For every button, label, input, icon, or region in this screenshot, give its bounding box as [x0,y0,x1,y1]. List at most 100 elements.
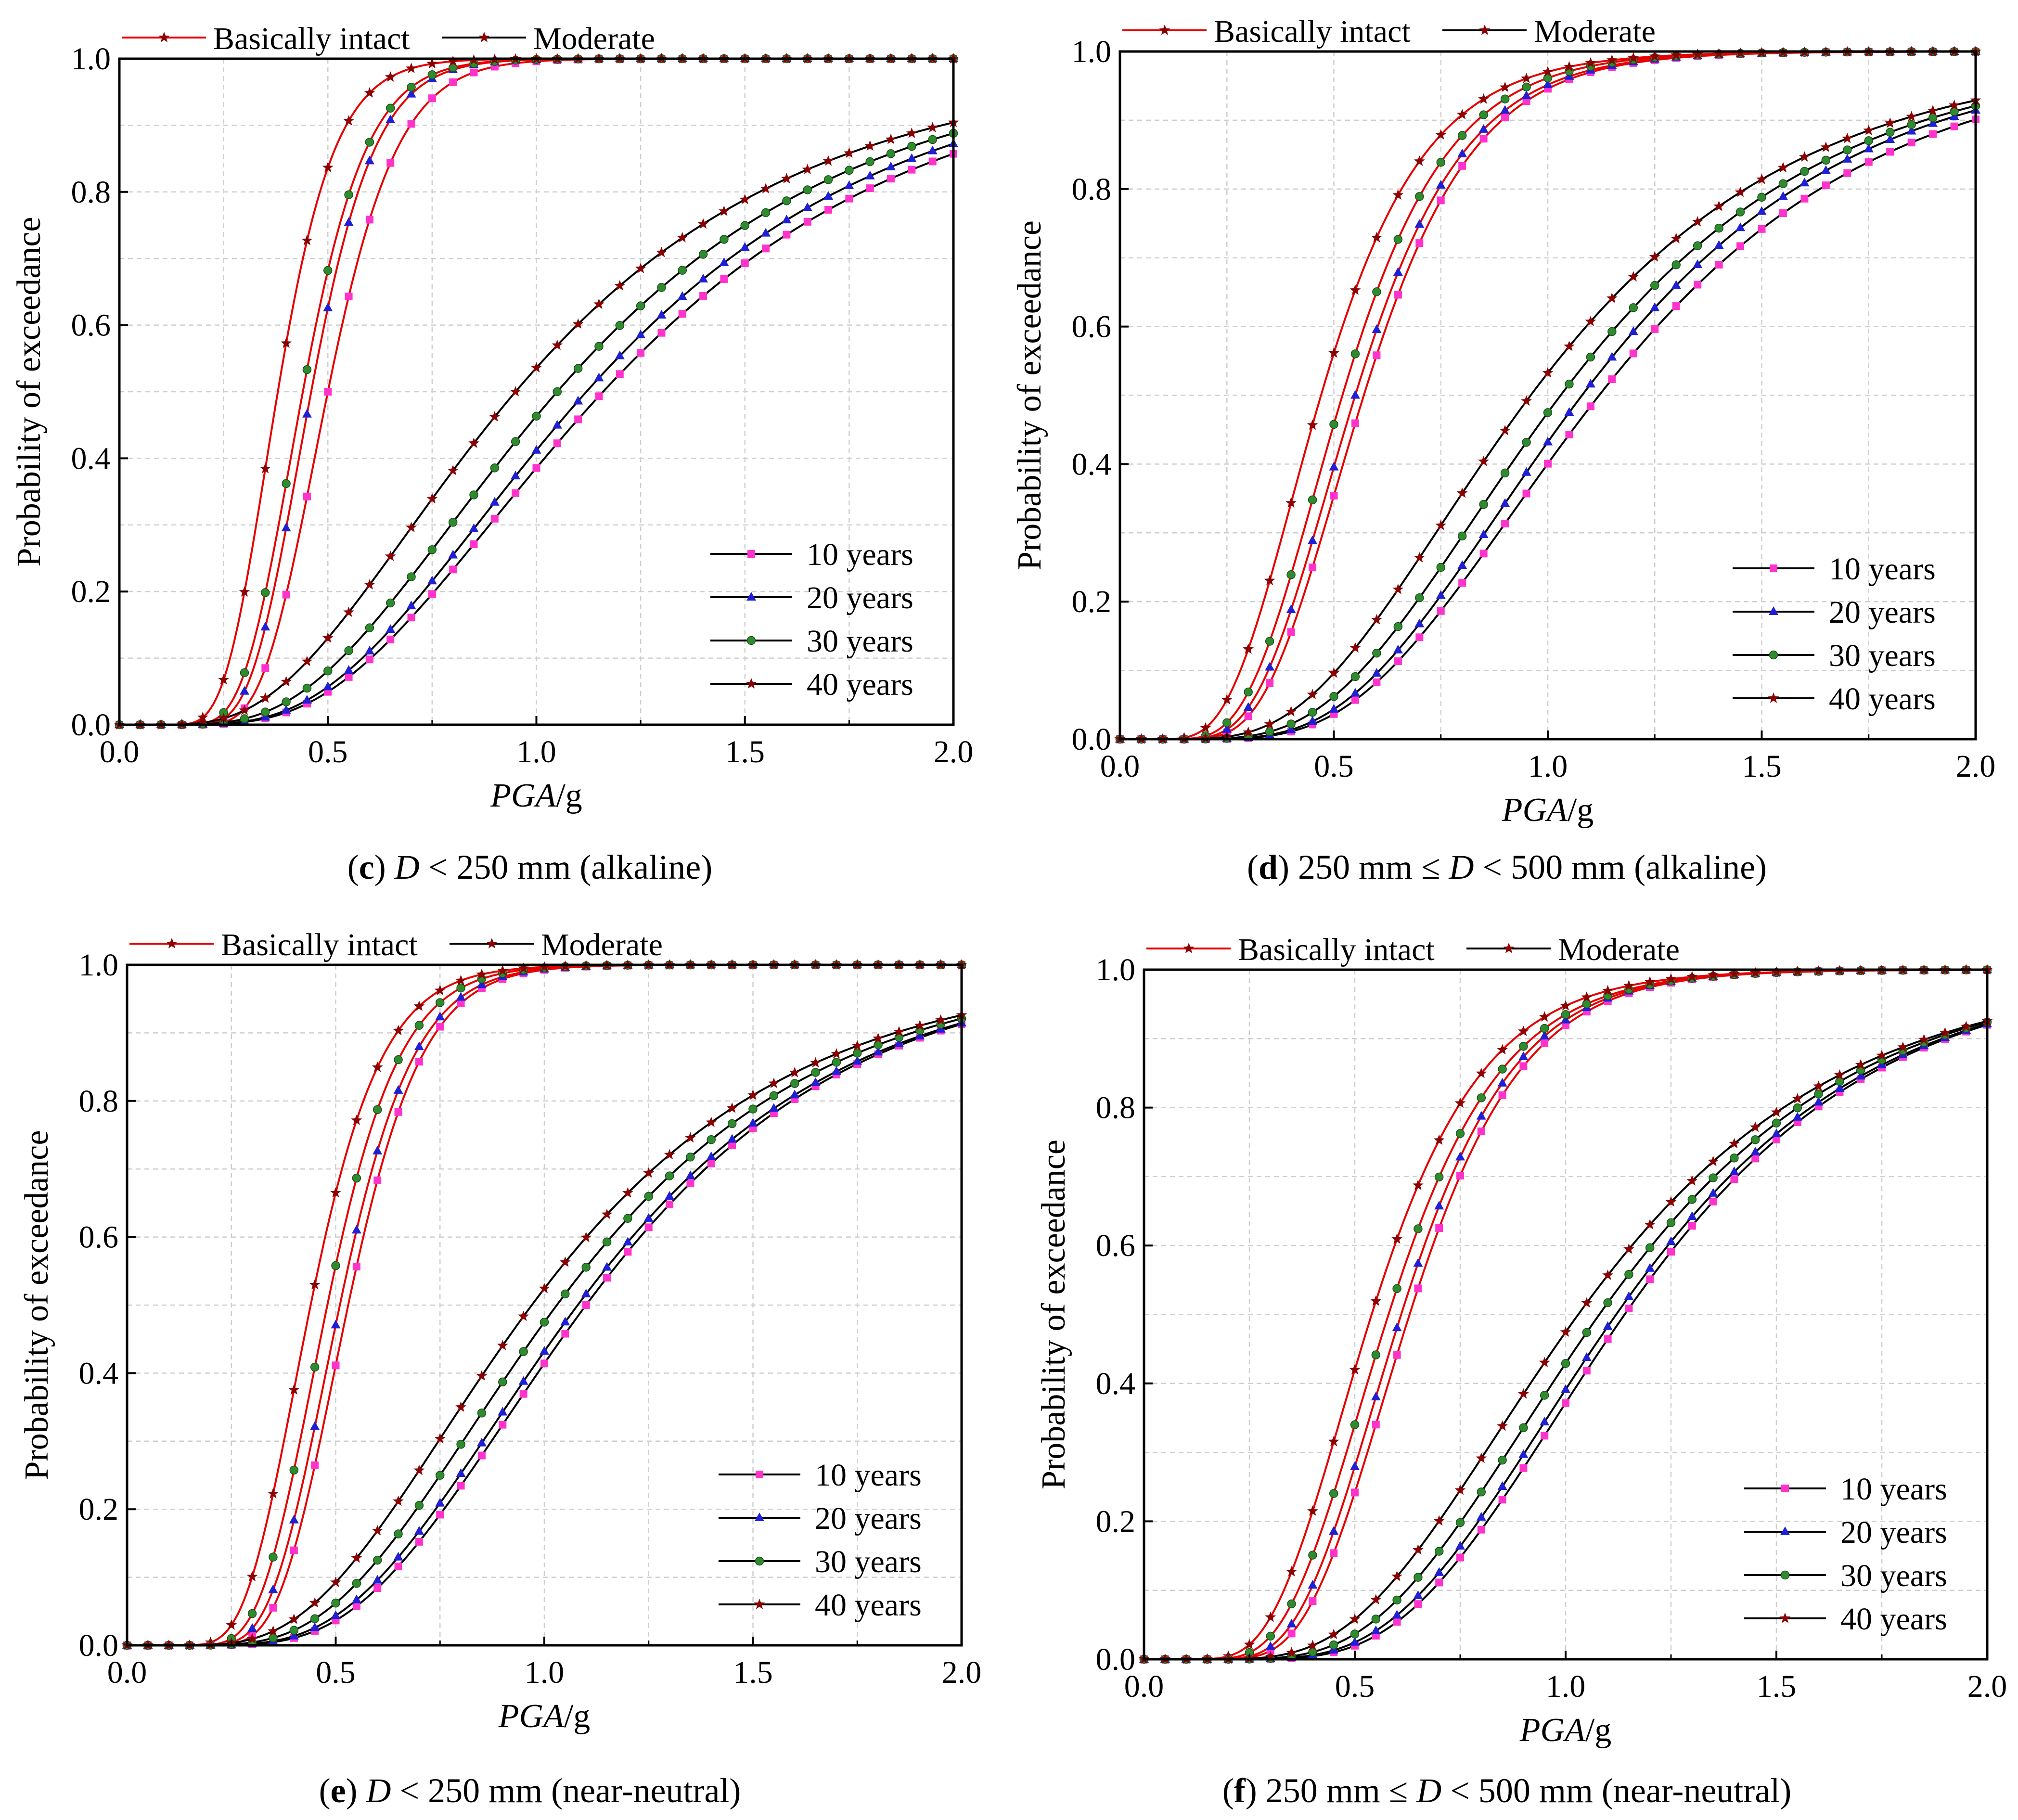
y-tick-label: 0.4 [71,441,111,476]
data-point [593,298,604,309]
data-point [1735,186,1746,197]
data-point [1370,1594,1382,1604]
legend-label: 10 years [1840,1472,1947,1507]
data-point [1565,430,1573,438]
legend-label: 40 years [1840,1602,1947,1637]
data-point [1750,1135,1760,1144]
data-point [574,415,582,423]
series-legend: 10 years 20 years 30 years 40 years [1733,551,1936,717]
data-point [323,302,333,311]
data-point [1565,379,1574,389]
y-axis-label: Probability of exceedance [1011,220,1048,570]
data-point [831,1066,841,1075]
data-point [1286,1566,1297,1576]
data-point [1479,500,1488,509]
data-point [1329,1489,1338,1498]
data-point [1477,1128,1485,1136]
y-tick-label: 0.0 [71,707,111,743]
legend-marker [1780,1570,1790,1580]
data-point [345,293,353,301]
series-legend: 10 years 20 years 30 years 40 years [1744,1472,1947,1637]
data-point [1415,633,1424,641]
data-point [1714,240,1724,249]
data-point [1564,340,1575,351]
data-point [1736,242,1745,250]
data-point [1414,1224,1423,1233]
data-point [1454,1484,1466,1495]
x-tick-label: 1.5 [725,734,765,769]
data-point [1581,1297,1593,1308]
data-point [1625,1305,1633,1313]
legend-marker [746,678,757,689]
data-point [886,149,896,158]
data-point [1433,1134,1445,1145]
data-point [365,216,373,224]
data-point [456,992,466,1001]
data-point [413,1464,425,1475]
data-point [1585,316,1596,326]
legend-label: 10 years [815,1458,922,1493]
data-point [553,439,561,448]
data-point [615,321,625,330]
data-point [1928,113,1938,122]
data-point [1519,1042,1528,1051]
data-point [1308,1647,1317,1657]
data-point [1477,1487,1486,1497]
data-point [915,1031,925,1040]
data-point [707,1135,716,1144]
data-point [893,1026,905,1037]
data-point [239,705,250,715]
data-point [803,218,811,226]
y-axis-label: Probability of exceedance [11,217,48,567]
data-point [907,153,917,162]
y-tick-label: 1.0 [1072,34,1112,69]
data-point [1350,284,1361,295]
data-point [1308,716,1318,725]
data-point [406,522,417,532]
data-point [1842,154,1852,163]
data-point [1757,192,1766,202]
y-tick-label: 0.4 [1072,447,1112,482]
data-point [1792,966,1803,976]
legend-marker [1183,943,1195,953]
data-point [935,1014,947,1025]
data-point [1286,719,1296,729]
legend-marker [755,1512,764,1521]
data-point [1779,209,1787,217]
data-point [1629,349,1637,358]
data-point [665,1171,674,1180]
data-point [783,231,791,239]
data-point [698,273,708,282]
data-point [1392,1610,1402,1619]
data-point [678,310,686,318]
data-point [1349,1364,1361,1375]
data-point [1581,1352,1592,1361]
data-point [1373,351,1381,359]
data-point [434,1433,446,1444]
data-point [373,1176,382,1184]
data-point [1644,976,1656,987]
data-point [1476,1452,1487,1463]
data-point [581,1263,591,1272]
data-point [1586,402,1594,410]
data-point [1200,722,1211,733]
data-point [240,714,249,723]
data-point [656,309,667,319]
legend-marker [747,550,755,558]
data-point [1394,291,1402,299]
data-point [1813,1080,1824,1091]
data-point [1606,293,1618,303]
y-tick-label: 0.2 [79,1492,119,1527]
data-point [476,1437,487,1447]
data-point [448,550,458,559]
data-point [407,120,415,128]
data-point [1497,1481,1507,1490]
data-point [1843,169,1851,177]
data-point [1544,460,1552,468]
data-point [1371,1615,1381,1624]
data-point [594,372,604,382]
data-point [1693,241,1702,250]
data-point [322,162,334,172]
data-point [1307,1640,1318,1651]
data-point [323,681,333,691]
